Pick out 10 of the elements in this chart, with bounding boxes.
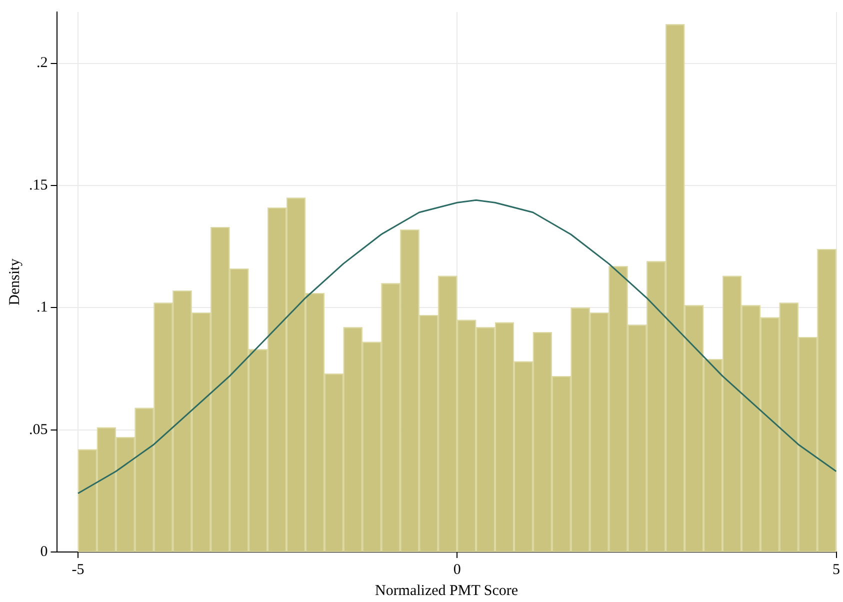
x-tick-label: 5 <box>832 562 840 578</box>
x-tick-label: -5 <box>72 562 84 578</box>
x-axis-title: Normalized PMT Score <box>374 582 518 599</box>
y-tick-label: .2 <box>36 55 48 72</box>
y-tick-label: 0 <box>40 544 48 560</box>
y-tick-label: .05 <box>29 422 48 438</box>
y-axis-title: Density <box>6 258 23 306</box>
y-tick-label: .1 <box>36 300 48 316</box>
x-tick-label: 0 <box>453 562 461 578</box>
y-tick-label: .15 <box>29 177 48 194</box>
